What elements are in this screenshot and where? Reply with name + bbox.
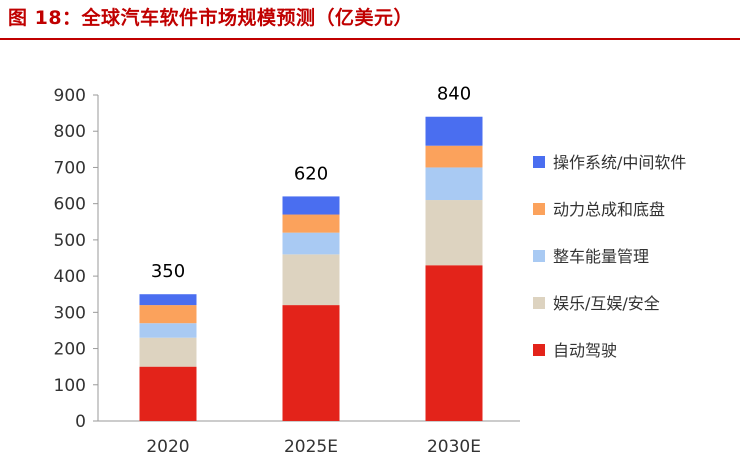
x-tick-label: 2020: [146, 437, 189, 457]
bar-segment: [139, 323, 197, 338]
total-label: 350: [151, 261, 185, 282]
legend-swatch: [533, 156, 545, 168]
bar-segment: [139, 305, 197, 324]
total-label: 620: [294, 163, 328, 184]
bar-segment: [282, 196, 340, 215]
legend-label: 自动驾驶: [553, 341, 617, 360]
x-axis: 2020 2025E 2030E: [98, 420, 520, 457]
data-labels: 350 620 840: [151, 84, 471, 282]
bar-segment: [282, 305, 340, 421]
y-axis: 0 100 200 300 400 500 600 700 800 900: [54, 86, 99, 432]
chart-title: 图 18：全球汽车软件市场规模预测（亿美元）: [8, 7, 414, 29]
legend-swatch: [533, 203, 545, 215]
y-tick-label: 700: [54, 158, 86, 178]
total-label: 840: [437, 84, 471, 105]
title-divider: [0, 38, 740, 40]
y-tick-label: 0: [75, 412, 86, 432]
y-tick-label: 400: [54, 267, 86, 287]
legend-swatch: [533, 297, 545, 309]
bar-segment: [139, 294, 197, 306]
bar-segment: [425, 116, 483, 146]
y-tick-label: 900: [54, 86, 86, 106]
legend-label: 娱乐/互娱/安全: [553, 294, 660, 313]
y-tick-label: 300: [54, 303, 86, 323]
bar-segment: [282, 254, 340, 306]
y-tick-label: 800: [54, 122, 86, 142]
bar-segment: [139, 337, 197, 367]
legend-swatch: [533, 344, 545, 356]
bar-segment: [282, 232, 340, 255]
y-tick-label: 200: [54, 340, 86, 360]
legend-label: 操作系统/中间软件: [553, 153, 686, 172]
bar-segment: [139, 366, 197, 421]
bar-segment: [282, 214, 340, 233]
bars: [139, 116, 483, 421]
x-tick-label: 2030E: [427, 437, 481, 457]
y-tick-label: 600: [54, 195, 86, 215]
bar-segment: [425, 200, 483, 266]
legend-label: 动力总成和底盘: [553, 200, 665, 219]
bar-segment: [425, 167, 483, 201]
legend-label: 整车能量管理: [553, 247, 649, 266]
y-tick-label: 500: [54, 231, 86, 251]
bar-segment: [425, 145, 483, 168]
x-tick-label: 2025E: [284, 437, 338, 457]
y-tick-label: 100: [54, 376, 86, 396]
bar-segment: [425, 265, 483, 421]
legend-swatch: [533, 250, 545, 262]
